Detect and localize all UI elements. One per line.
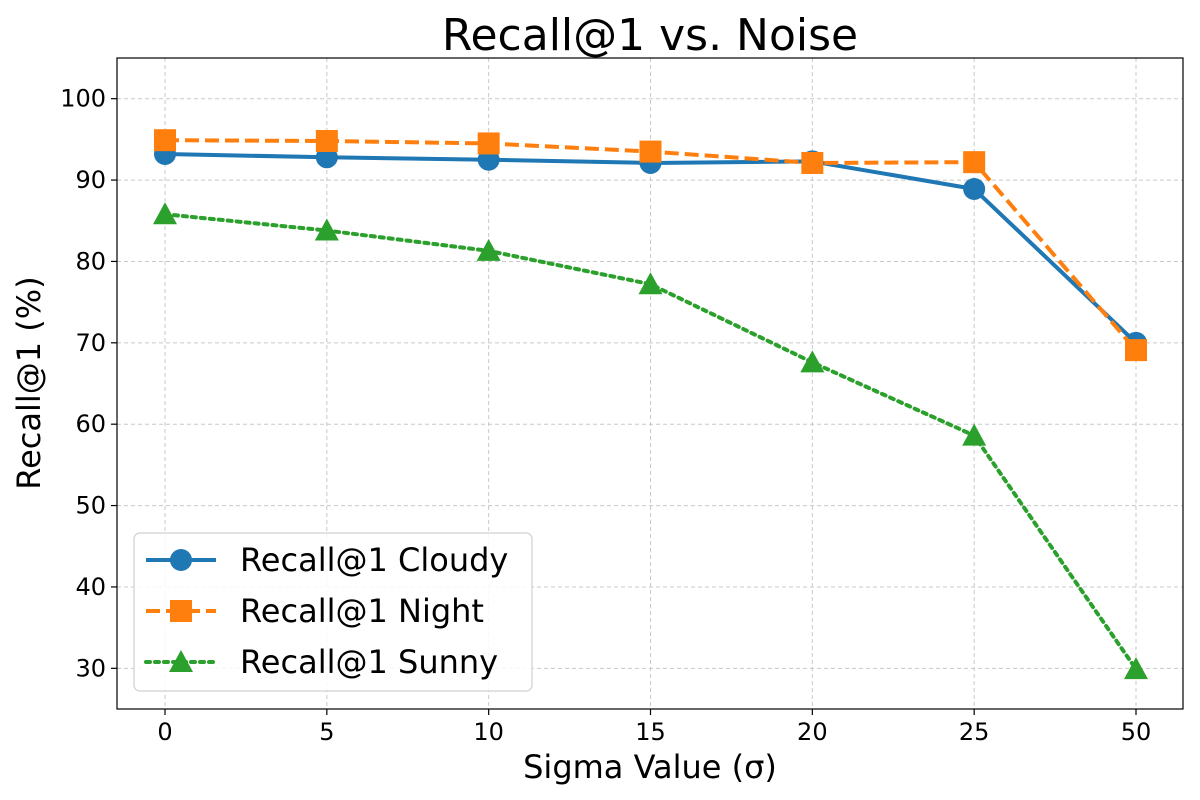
legend-marker — [170, 549, 192, 571]
y-tick-label: 40 — [75, 573, 106, 601]
legend-box — [133, 532, 533, 692]
data-point — [963, 151, 986, 174]
legend-label: Recall@1 Sunny — [240, 643, 498, 681]
data-point — [800, 350, 825, 373]
data-point — [1125, 339, 1147, 362]
series-recall-1-sunny — [153, 202, 1148, 680]
data-point — [314, 218, 339, 241]
x-tick-label: 50 — [1121, 718, 1152, 746]
legend-marker — [169, 650, 193, 672]
y-tick-label: 80 — [75, 247, 106, 275]
legend: Recall@1 Cloudy Recall@1 Night Recall@1 Su… — [133, 532, 533, 692]
x-tick-label: 15 — [635, 718, 666, 746]
x-tick-label: 10 — [473, 718, 504, 746]
data-point — [638, 272, 663, 295]
axes: 0 5 10 15 20 25 50 30 40 50 60 70 80 90 100 — [60, 57, 1184, 746]
series-recall-1-night — [154, 129, 1147, 362]
data-point — [153, 202, 177, 225]
legend-marker — [170, 600, 192, 622]
y-tick-label: 60 — [75, 410, 106, 438]
data-point — [476, 238, 501, 261]
data-point — [154, 129, 176, 152]
x-axis-title: Sigma Value (σ) — [523, 748, 777, 786]
legend-label: Recall@1 Night — [240, 592, 484, 630]
x-tick-label: 20 — [797, 718, 828, 746]
data-point — [801, 151, 824, 174]
legend-label: Recall@1 Cloudy — [240, 541, 508, 579]
data-point — [315, 130, 338, 153]
data-point — [963, 178, 986, 201]
data-point — [962, 423, 987, 446]
x-tick-label: 25 — [959, 718, 990, 746]
x-tick-label: 5 — [319, 718, 334, 746]
data-point — [477, 132, 500, 155]
y-axis-title: Recall@1 (%) — [10, 276, 48, 489]
y-tick-label: 70 — [75, 329, 106, 357]
chart-title: Recall@1 vs. Noise — [442, 10, 858, 61]
y-tick-label: 30 — [75, 654, 106, 682]
data-point — [639, 140, 662, 163]
series-group — [153, 129, 1148, 680]
data-point — [1124, 657, 1148, 680]
y-tick-label: 100 — [60, 85, 106, 113]
x-tick-label: 0 — [157, 718, 172, 746]
y-tick-label: 90 — [75, 166, 106, 194]
y-tick-label: 50 — [75, 492, 106, 520]
